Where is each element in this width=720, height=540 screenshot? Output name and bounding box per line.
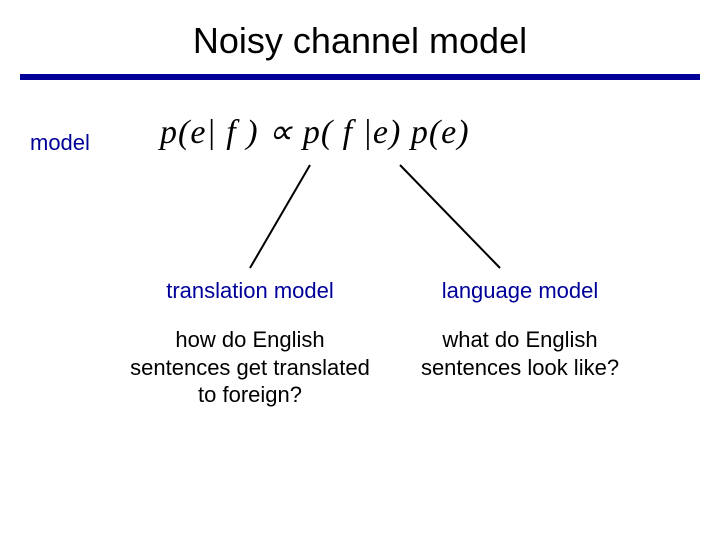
language-model-body: what do English sentences look like? [400,326,640,381]
arrow-left [250,165,310,268]
arrows [0,0,720,540]
arrow-right [400,165,500,268]
page-title: Noisy channel model [0,0,720,74]
title-divider [20,74,700,80]
model-label: model [30,130,90,156]
column-translation-model: translation model how do English sentenc… [130,278,370,409]
translation-model-body: how do English sentences get translated … [130,326,370,409]
formula: p(e| f ) ∝ p( f |e) p(e) [160,112,470,152]
language-model-heading: language model [400,278,640,304]
translation-model-heading: translation model [130,278,370,304]
column-language-model: language model what do English sentences… [400,278,640,381]
